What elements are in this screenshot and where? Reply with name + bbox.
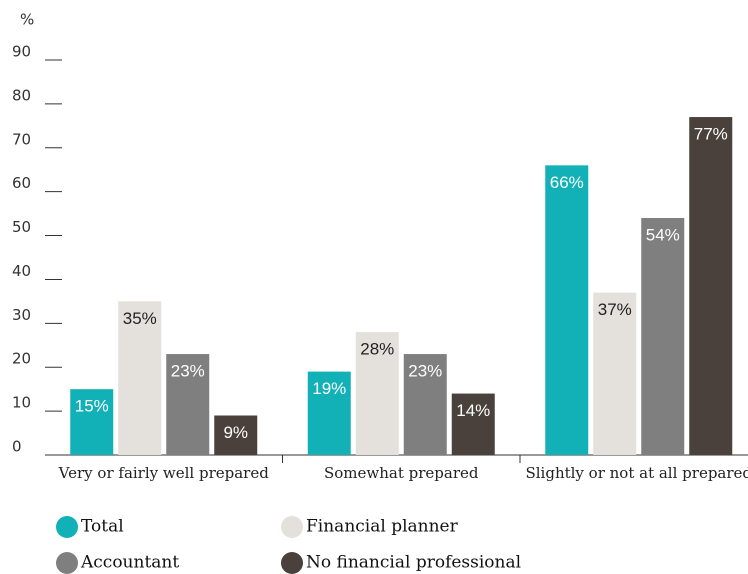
value-label: 77% xyxy=(694,125,728,144)
y-tick-label: 30 xyxy=(12,306,31,324)
y-tick-label: 50 xyxy=(12,218,31,236)
value-label: 37% xyxy=(598,300,632,319)
value-label: 14% xyxy=(456,401,490,420)
value-label: 19% xyxy=(312,379,346,398)
legend-label: Accountant xyxy=(80,553,179,573)
bar xyxy=(307,371,351,455)
bar xyxy=(641,218,685,455)
legend-swatch xyxy=(56,516,78,538)
y-tick-label: 70 xyxy=(12,130,31,148)
y-tick-label: 40 xyxy=(12,262,31,280)
value-label: 23% xyxy=(408,362,442,381)
y-tick-label: 60 xyxy=(12,174,31,192)
y-tick-label: 20 xyxy=(12,350,31,368)
bar xyxy=(355,332,399,455)
bar xyxy=(689,117,733,456)
value-label: 35% xyxy=(123,309,157,328)
x-tick-label: Slightly or not at all prepared xyxy=(525,464,748,482)
y-tick-label: 10 xyxy=(12,394,31,412)
value-label: 28% xyxy=(360,340,394,359)
value-label: 54% xyxy=(646,225,680,244)
bar xyxy=(403,354,447,455)
bar xyxy=(118,301,162,455)
bar xyxy=(166,354,210,455)
x-tick-label: Very or fairly well prepared xyxy=(58,464,270,482)
legend-label: Financial planner xyxy=(306,517,459,537)
y-tick-label: 80 xyxy=(12,86,31,104)
bar xyxy=(214,415,258,455)
legend-swatch xyxy=(56,552,78,574)
legend-label: No financial professional xyxy=(306,553,521,573)
bar xyxy=(545,165,589,456)
value-label: 15% xyxy=(75,397,109,416)
legend-label: Total xyxy=(81,517,124,537)
y-tick-label: 90 xyxy=(12,43,31,61)
value-label: 66% xyxy=(550,173,584,192)
bar xyxy=(593,292,637,455)
x-tick-label: Somewhat prepared xyxy=(324,464,479,482)
y-tick-label: 0 xyxy=(12,438,22,456)
bar xyxy=(451,393,495,455)
value-label: 23% xyxy=(171,362,205,381)
value-label: 9% xyxy=(223,423,248,442)
legend-swatch xyxy=(281,516,303,538)
bar xyxy=(70,389,114,455)
y-axis-label: % xyxy=(20,11,34,29)
legend-swatch xyxy=(281,552,303,574)
